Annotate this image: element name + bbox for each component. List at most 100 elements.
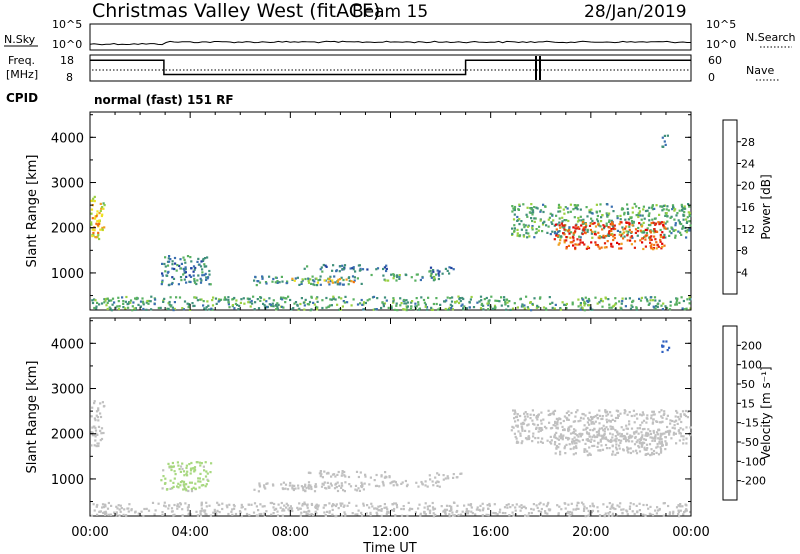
velocity-cell bbox=[547, 413, 550, 417]
velocity-cell bbox=[621, 512, 624, 515]
velocity-cell bbox=[636, 439, 639, 442]
power-cell bbox=[653, 228, 656, 231]
velocity-cell bbox=[538, 503, 541, 506]
velocity-cell bbox=[334, 475, 337, 478]
velocity-cell bbox=[328, 510, 331, 513]
velocity-cell bbox=[532, 432, 535, 435]
power-cell bbox=[662, 302, 665, 305]
power-cell bbox=[276, 302, 279, 305]
velocity-cell bbox=[151, 501, 155, 504]
velocity-cell bbox=[304, 485, 307, 488]
power-cell bbox=[178, 296, 182, 299]
power-cell bbox=[575, 206, 578, 209]
power-cell bbox=[630, 304, 633, 307]
velocity-cell bbox=[673, 427, 676, 430]
velocity-cell bbox=[104, 510, 107, 513]
power-cell bbox=[671, 204, 675, 207]
power-cell bbox=[580, 224, 583, 227]
power-cell bbox=[663, 140, 666, 143]
velocity-cell bbox=[565, 512, 568, 515]
power-cell bbox=[680, 203, 683, 206]
power-cell bbox=[600, 220, 603, 223]
velocity-cell bbox=[625, 440, 628, 443]
velocity-cell bbox=[682, 428, 685, 431]
power-cell bbox=[132, 301, 135, 304]
velocity-cell bbox=[554, 452, 557, 455]
velocity-cell bbox=[320, 485, 324, 488]
power-cell bbox=[183, 269, 186, 272]
velocity-cell bbox=[310, 502, 313, 506]
power-cell bbox=[604, 235, 608, 238]
power-cell bbox=[626, 211, 630, 214]
power-cell bbox=[597, 231, 600, 234]
power-cell bbox=[520, 220, 523, 223]
velocity-cell bbox=[169, 479, 172, 482]
power-cell bbox=[542, 221, 545, 224]
power-cell bbox=[685, 307, 688, 310]
power-cell bbox=[638, 210, 641, 213]
velocity-cell bbox=[678, 418, 681, 421]
velocity-cell bbox=[546, 512, 549, 515]
velocity-cell bbox=[202, 484, 205, 487]
power-cell bbox=[449, 297, 452, 300]
power-cell bbox=[247, 301, 250, 304]
velocity-cell bbox=[182, 470, 186, 473]
velocity-cell bbox=[671, 426, 674, 429]
velocity-cell bbox=[400, 514, 404, 517]
velocity-cell bbox=[160, 479, 163, 482]
power-cell bbox=[174, 262, 177, 265]
power-cell bbox=[490, 295, 493, 298]
velocity-cell bbox=[494, 512, 497, 515]
velocity-cell bbox=[192, 486, 195, 489]
power-cell bbox=[650, 243, 653, 246]
velocity-cell bbox=[168, 504, 171, 507]
power-cell bbox=[117, 296, 120, 299]
power-cell bbox=[585, 224, 588, 227]
velocity-cell bbox=[586, 454, 589, 457]
power-cell bbox=[555, 228, 558, 231]
velocity-cell bbox=[606, 421, 609, 424]
velocity-cell bbox=[676, 422, 679, 425]
velocity-cell bbox=[431, 480, 434, 483]
power-cell bbox=[496, 299, 499, 302]
velocity-cell bbox=[652, 449, 656, 453]
power-cell bbox=[626, 207, 629, 210]
velocity-cell bbox=[678, 439, 681, 442]
velocity-cell bbox=[187, 489, 190, 493]
power-cell bbox=[461, 296, 464, 300]
velocity-cell bbox=[557, 513, 560, 516]
velocity-cell bbox=[363, 482, 366, 485]
power-cell bbox=[276, 305, 279, 308]
power-cell bbox=[217, 300, 220, 303]
power-cell bbox=[640, 296, 643, 299]
velocity-cell bbox=[434, 476, 437, 479]
power-cell bbox=[588, 209, 591, 212]
power-cell bbox=[528, 235, 531, 238]
power-cell bbox=[93, 200, 96, 203]
power-cell bbox=[352, 268, 355, 271]
power-cell bbox=[635, 308, 638, 311]
power-cell bbox=[649, 224, 652, 227]
power-cell bbox=[198, 263, 201, 266]
velocity-cell bbox=[204, 461, 207, 464]
power-cell bbox=[175, 296, 178, 299]
velocity-colorbar-label: -15 bbox=[741, 417, 759, 430]
velocity-cell bbox=[382, 484, 385, 487]
velocity-cell bbox=[600, 417, 603, 421]
power-cell bbox=[611, 245, 614, 248]
velocity-cell bbox=[456, 504, 459, 507]
velocity-cell bbox=[628, 423, 631, 426]
power-cell bbox=[610, 205, 613, 208]
power-cell bbox=[429, 269, 432, 272]
power-cell bbox=[606, 203, 609, 206]
velocity-cell bbox=[532, 413, 535, 417]
velocity-cell bbox=[170, 466, 173, 469]
power-cell bbox=[421, 276, 424, 279]
velocity-cell bbox=[240, 503, 243, 506]
velocity-cell bbox=[686, 416, 689, 419]
velocity-cell bbox=[598, 427, 601, 430]
power-cell bbox=[595, 210, 598, 213]
velocity-cell bbox=[261, 505, 264, 508]
velocity-cell bbox=[170, 468, 173, 472]
power-cell bbox=[545, 224, 548, 227]
